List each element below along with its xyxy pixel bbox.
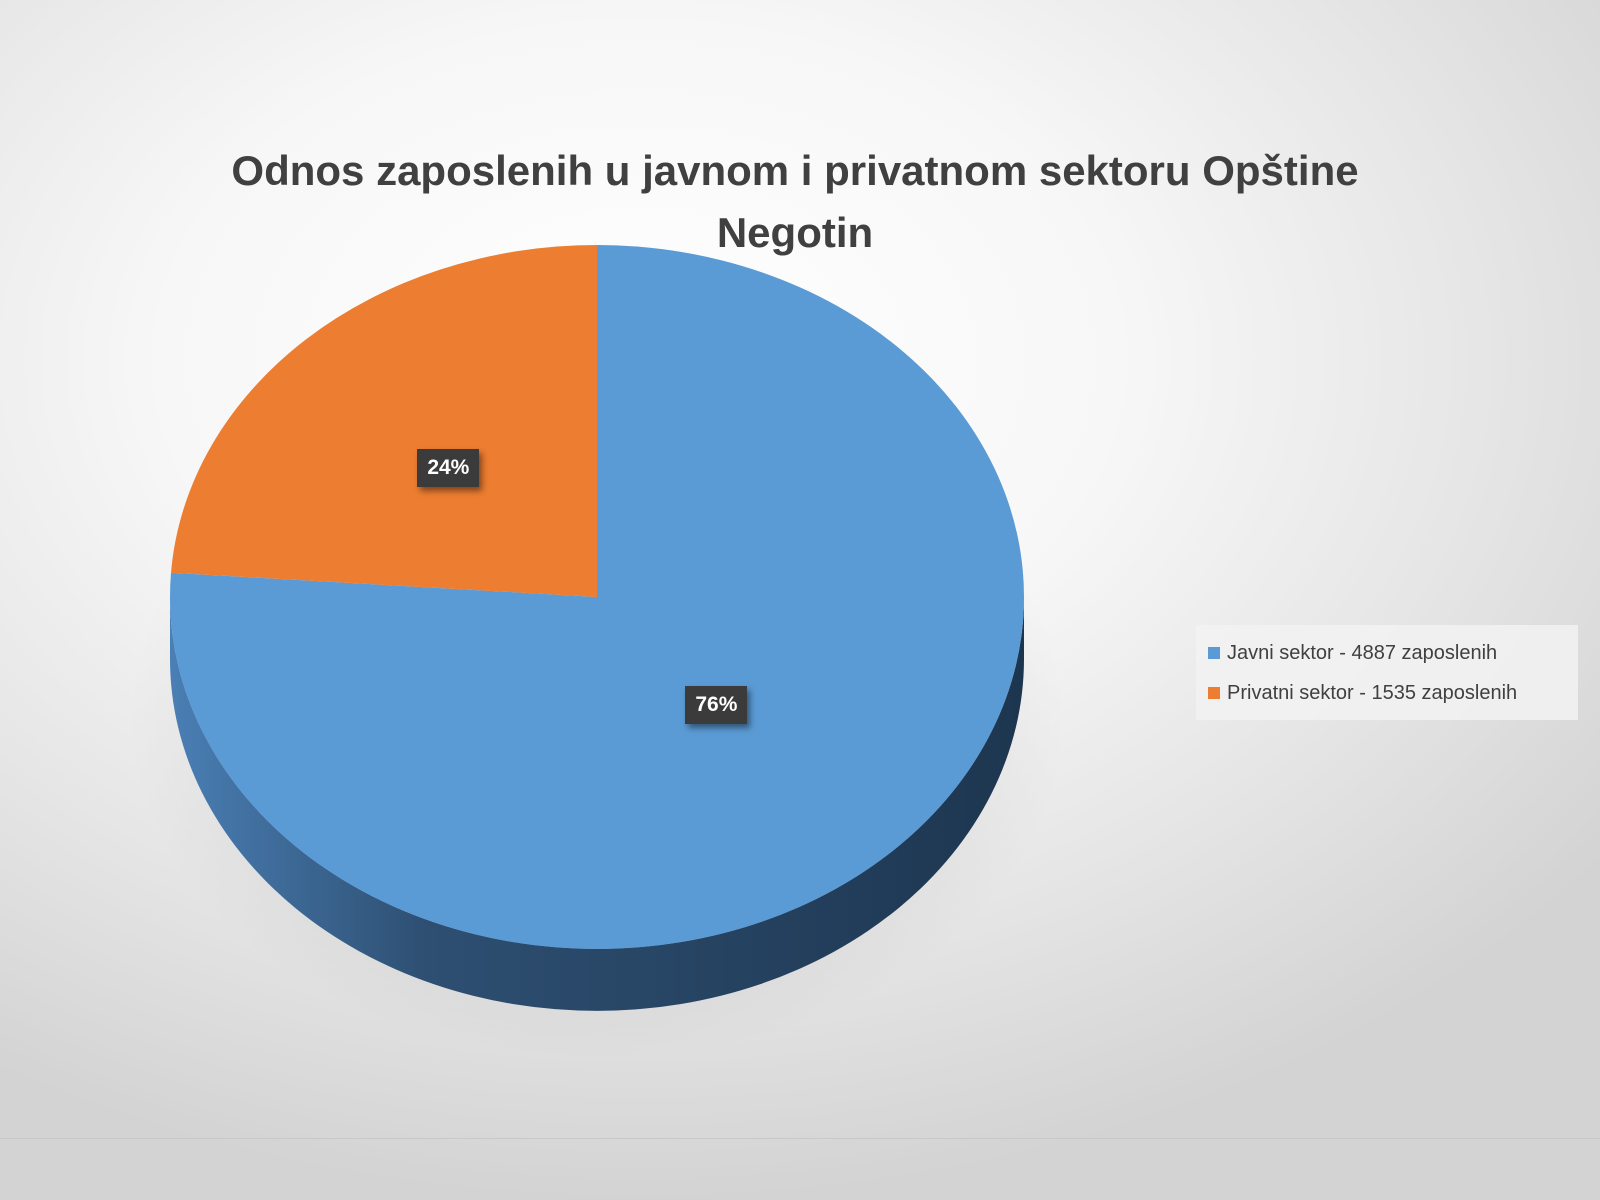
legend: Javni sektor - 4887 zaposlenih Privatni … (1196, 625, 1578, 720)
data-label-privatni-sektor: 24% (417, 449, 480, 488)
chart-title: Odnos zaposlenih u javnom i privatnom se… (231, 147, 1359, 256)
divider (0, 1138, 1600, 1139)
legend-label-javni: Javni sektor - 4887 zaposlenih (1227, 641, 1498, 664)
legend-item-javni-sektor: Javni sektor - 4887 zaposlenih (1208, 633, 1566, 673)
data-label-javni-sektor: 76% (685, 686, 748, 725)
legend-item-privatni-sektor: Privatni sektor - 1535 zaposlenih (1208, 673, 1566, 713)
pie-slice-privatni-sektor (171, 245, 597, 597)
legend-swatch-javni (1208, 647, 1220, 659)
legend-label-privatni: Privatni sektor - 1535 zaposlenih (1227, 681, 1518, 704)
legend-swatch-privatni (1208, 687, 1220, 699)
pie-side-javni-sektor (170, 597, 1024, 1011)
